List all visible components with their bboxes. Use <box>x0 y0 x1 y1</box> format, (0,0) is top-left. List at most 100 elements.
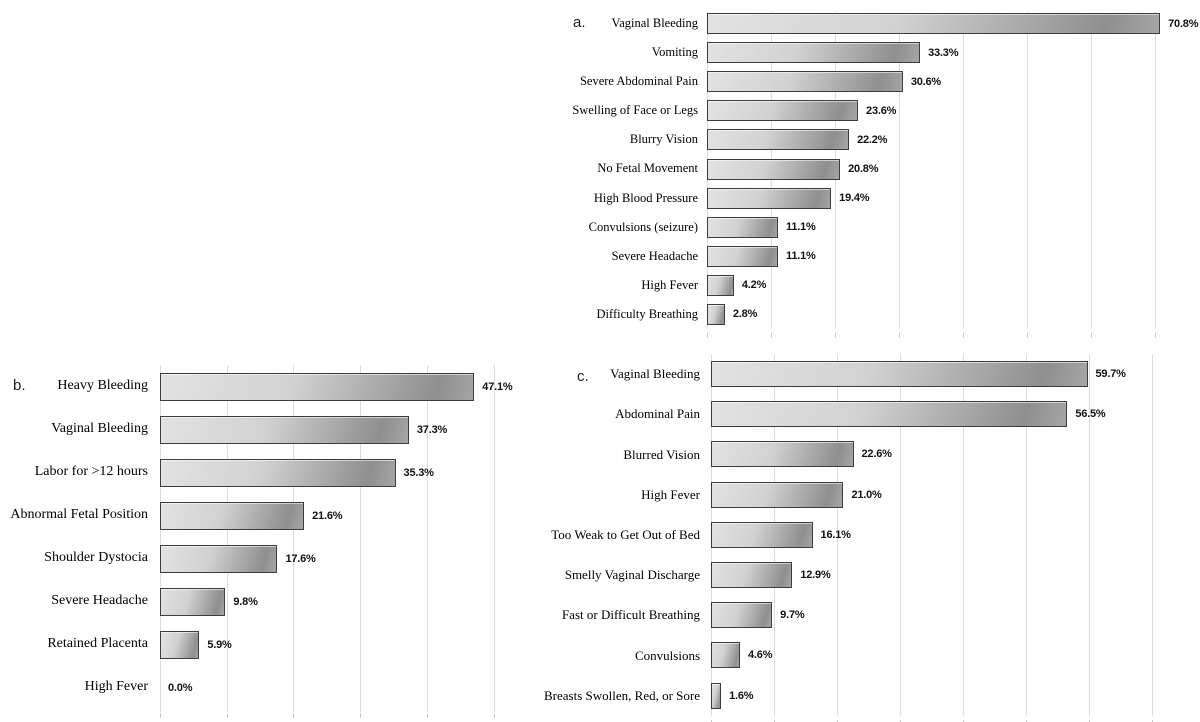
category-label-row: Vaginal Bleeding <box>560 9 707 38</box>
category-label: Swelling of Face or Legs <box>572 103 698 118</box>
bar-row: 0.0% <box>160 666 527 709</box>
bar-row: 33.3% <box>707 38 1187 67</box>
value-label: 37.3% <box>416 423 448 436</box>
category-label: Too Weak to Get Out of Bed <box>551 527 700 543</box>
category-label-row: Vaginal Bleeding <box>540 354 711 394</box>
category-label-row: Smelly Vaginal Discharge <box>540 555 711 595</box>
axis-tick <box>1026 333 1028 339</box>
bar <box>160 501 305 530</box>
bar-row: 19.4% <box>707 184 1187 213</box>
bar-row: 9.8% <box>160 580 527 623</box>
axis-tick <box>771 333 772 339</box>
value-label: 11.1% <box>786 221 816 234</box>
chart-a-body: Vaginal Bleeding Vomiting Severe Abdominal… <box>560 2 1199 339</box>
category-label: Vaginal Bleeding <box>610 366 700 382</box>
bar-row: 12.9% <box>711 555 1184 595</box>
bar <box>707 303 725 325</box>
bar <box>711 441 854 468</box>
category-label-row: Vaginal Bleeding <box>0 408 160 451</box>
gridline <box>226 365 228 712</box>
value-label: 59.7% <box>1095 368 1126 381</box>
axis-tick <box>1089 719 1091 722</box>
gridline <box>1152 354 1154 716</box>
axis-tick <box>226 713 228 718</box>
axis-tick <box>963 333 964 339</box>
bar-row: 5.9% <box>160 623 527 666</box>
bar <box>707 71 903 93</box>
category-label: Blurred Vision <box>623 446 700 462</box>
panel-letter-a: a. <box>573 14 586 31</box>
bar-row: 21.6% <box>160 494 527 537</box>
value-label: 4.2% <box>741 279 767 292</box>
value-label: 70.8% <box>1168 17 1199 30</box>
category-label-row: Breasts Swollen, Red, or Sore <box>540 676 711 716</box>
gridline <box>1026 12 1028 330</box>
bar-row: 37.3% <box>160 408 527 451</box>
category-label: Abnormal Fetal Position <box>10 507 148 523</box>
bar-row: 30.6% <box>707 67 1187 96</box>
category-label: Difficulty Breathing <box>596 306 698 321</box>
axis-tick <box>835 333 836 339</box>
bar-row: 59.7% <box>711 354 1184 394</box>
value-label: 9.7% <box>780 609 805 622</box>
axis-tick <box>774 719 776 722</box>
chart-b-axis-ticks <box>160 709 527 719</box>
bar <box>707 187 832 209</box>
bar <box>707 42 921 64</box>
bar <box>711 642 740 669</box>
category-label: Labor for >12 hours <box>34 464 148 480</box>
bar <box>160 544 278 573</box>
value-label: 17.6% <box>285 552 316 565</box>
gridline <box>293 365 295 712</box>
chart-a-axis-ticks <box>707 329 1187 339</box>
bar-row: 21.0% <box>711 475 1184 515</box>
chart-b-category-labels: Heavy Bleeding Vaginal Bleeding Labor for … <box>0 365 160 709</box>
panel-letter-b: b. <box>13 377 26 394</box>
bar-row: 35.3% <box>160 451 527 494</box>
category-label: Convulsions <box>634 647 700 663</box>
chart-c-axis-ticks <box>711 716 1184 722</box>
axis-tick <box>711 719 712 722</box>
category-label-row: Vomiting <box>560 38 707 67</box>
axis-tick <box>493 713 495 718</box>
gridline <box>900 354 902 716</box>
chart-c-body: Vaginal Bleeding Abdominal Pain Blurred Vi… <box>540 348 1184 722</box>
category-label-row: Severe Headache <box>560 242 707 271</box>
bar <box>711 361 1088 388</box>
category-label: Shoulder Dystocia <box>44 550 148 566</box>
bar <box>707 245 779 267</box>
gridline <box>1089 354 1091 716</box>
category-label: Smelly Vaginal Discharge <box>564 567 700 583</box>
bar-row: 56.5% <box>711 394 1184 434</box>
gridline <box>426 365 428 712</box>
axis-tick <box>426 713 428 718</box>
value-label: 2.8% <box>732 308 758 321</box>
category-label-row: Swelling of Face or Legs <box>560 96 707 125</box>
chart-b-gridlines <box>160 365 527 712</box>
category-label-row: Convulsions (seizure) <box>560 213 707 242</box>
gridline <box>360 365 362 712</box>
bar-row: 9.7% <box>711 595 1184 635</box>
bar <box>711 401 1068 428</box>
bar-row: 23.6% <box>707 96 1187 125</box>
chart-panel-b: b. Heavy Bleeding Vaginal Bleeding Labor f… <box>0 348 527 722</box>
bar <box>160 372 475 401</box>
category-label-row: Abnormal Fetal Position <box>0 494 160 537</box>
bar-row: 16.1% <box>711 515 1184 555</box>
bar <box>160 630 200 659</box>
category-label-row: High Blood Pressure <box>560 184 707 213</box>
value-label: 33.3% <box>928 46 959 59</box>
category-label: No Fetal Movement <box>597 161 698 176</box>
category-label-row: Too Weak to Get Out of Bed <box>540 515 711 555</box>
bar <box>707 129 850 151</box>
category-label-row: Severe Abdominal Pain <box>560 67 707 96</box>
category-label: Fast or Difficult Breathing <box>561 607 700 623</box>
category-label-row: Retained Placenta <box>0 623 160 666</box>
category-label-row: No Fetal Movement <box>560 154 707 183</box>
value-label: 0.0% <box>168 681 193 694</box>
category-label-row: High Fever <box>560 271 707 300</box>
gridline <box>963 354 965 716</box>
axis-tick <box>160 713 161 718</box>
bar <box>707 274 734 296</box>
